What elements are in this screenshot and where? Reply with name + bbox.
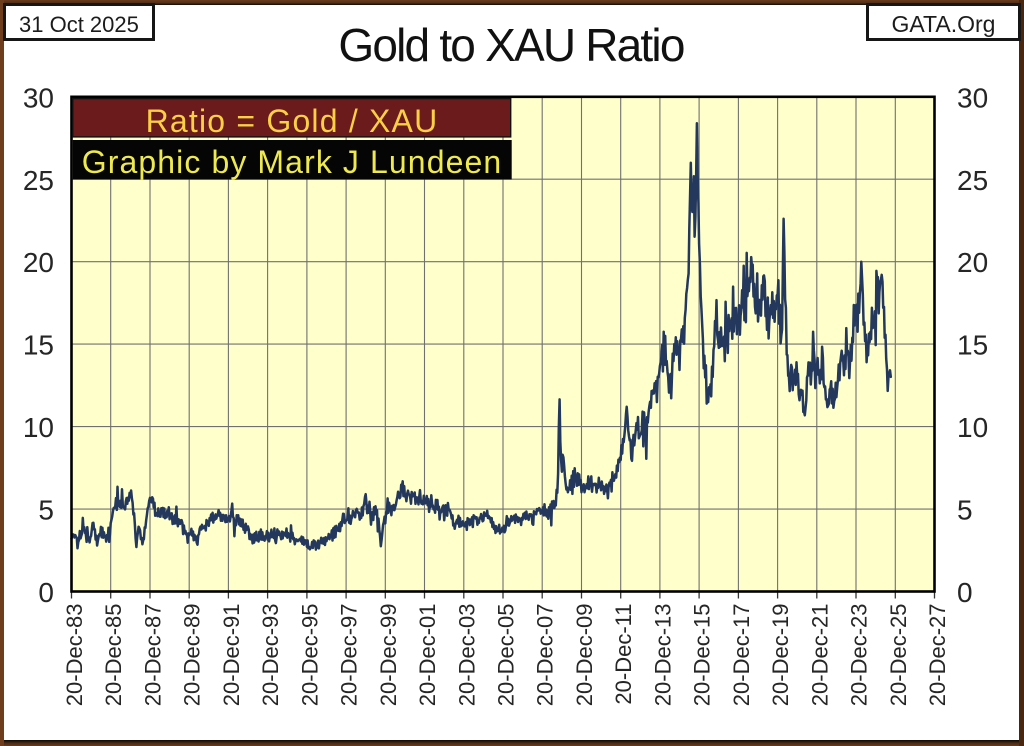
svg-text:30: 30	[957, 82, 988, 113]
svg-text:10: 10	[957, 412, 988, 443]
svg-text:20-Dec-85: 20-Dec-85	[101, 604, 126, 707]
svg-text:0: 0	[38, 577, 54, 608]
svg-text:0: 0	[957, 577, 973, 608]
svg-text:20-Dec-87: 20-Dec-87	[141, 604, 166, 707]
svg-text:20-Dec-83: 20-Dec-83	[62, 604, 87, 707]
svg-text:20: 20	[957, 247, 988, 278]
svg-text:20-Dec-19: 20-Dec-19	[768, 604, 793, 707]
svg-text:20-Dec-25: 20-Dec-25	[886, 604, 911, 707]
svg-text:20-Dec-97: 20-Dec-97	[337, 604, 362, 707]
svg-text:20-Dec-07: 20-Dec-07	[533, 604, 558, 707]
svg-text:15: 15	[23, 330, 54, 361]
svg-text:15: 15	[957, 330, 988, 361]
svg-text:20-Dec-03: 20-Dec-03	[454, 604, 479, 707]
svg-text:Ratio = Gold / XAU: Ratio = Gold / XAU	[146, 103, 439, 139]
svg-text:5: 5	[957, 495, 973, 526]
svg-text:20-Dec-27: 20-Dec-27	[925, 604, 950, 707]
svg-text:Graphic by Mark J Lundeen: Graphic by Mark J Lundeen	[82, 144, 503, 180]
svg-text:20-Dec-89: 20-Dec-89	[180, 604, 205, 707]
svg-text:20: 20	[23, 247, 54, 278]
svg-text:30: 30	[23, 82, 54, 113]
svg-text:20-Dec-01: 20-Dec-01	[415, 604, 440, 707]
svg-text:20-Dec-21: 20-Dec-21	[807, 604, 832, 707]
svg-text:20-Dec-11: 20-Dec-11	[611, 604, 636, 705]
svg-text:20-Dec-99: 20-Dec-99	[376, 604, 401, 707]
svg-text:20-Dec-13: 20-Dec-13	[650, 604, 675, 707]
svg-text:25: 25	[23, 165, 54, 196]
svg-text:25: 25	[957, 165, 988, 196]
svg-text:20-Dec-09: 20-Dec-09	[572, 604, 597, 707]
svg-text:20-Dec-95: 20-Dec-95	[297, 604, 322, 707]
svg-text:20-Dec-05: 20-Dec-05	[494, 604, 519, 707]
svg-text:20-Dec-91: 20-Dec-91	[219, 604, 244, 707]
svg-text:20-Dec-23: 20-Dec-23	[847, 604, 872, 707]
svg-text:20-Dec-93: 20-Dec-93	[258, 604, 283, 707]
svg-text:20-Dec-17: 20-Dec-17	[729, 604, 754, 707]
svg-text:20-Dec-15: 20-Dec-15	[690, 604, 715, 707]
svg-text:5: 5	[38, 495, 54, 526]
svg-text:10: 10	[23, 412, 54, 443]
